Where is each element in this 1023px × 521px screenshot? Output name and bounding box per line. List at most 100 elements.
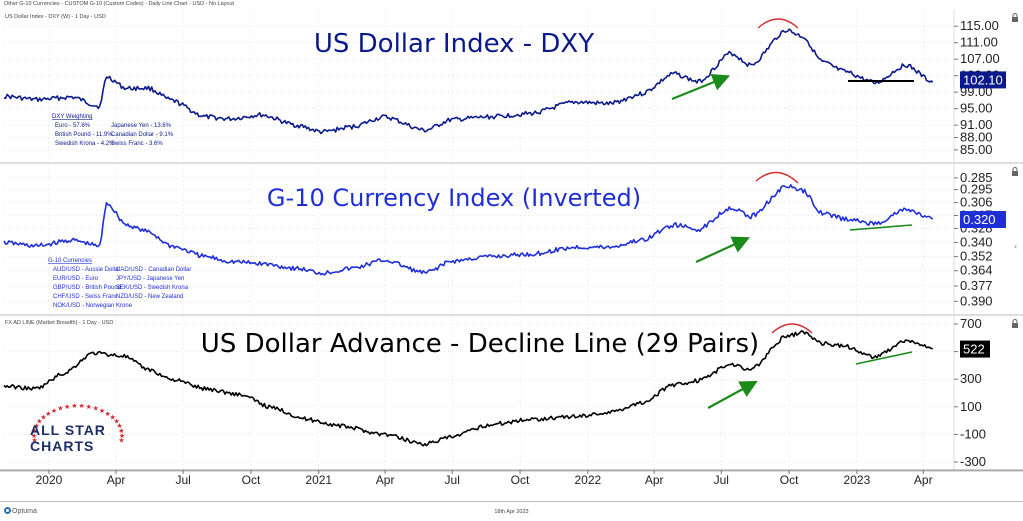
logo-star: ★ xyxy=(31,437,37,445)
weighting-entry: Swiss Franc - 3.6% xyxy=(111,141,163,147)
panel-title: G-10 Currency Index (Inverted) xyxy=(267,184,641,212)
footer-brand: Optuma xyxy=(12,508,37,515)
peak-arc xyxy=(757,18,799,29)
weighting-entry: Canadian Dollar - 9.1% xyxy=(111,132,174,138)
y-tick-label: 0.352 xyxy=(960,249,993,264)
logo-star: ★ xyxy=(71,404,77,410)
last-value-box xyxy=(960,211,1006,229)
series-line-0 xyxy=(3,28,934,135)
logo-star: ★ xyxy=(57,405,63,413)
logo-star: ★ xyxy=(118,427,124,435)
g10-entry: AUD/USD - Aussie Dollar xyxy=(53,267,120,273)
trend-arrow xyxy=(707,380,758,409)
y-tick-label: 100 xyxy=(960,399,982,414)
logo-star: ★ xyxy=(40,414,46,422)
last-value-box xyxy=(960,71,1006,89)
x-tick-label: 2023 xyxy=(844,473,871,487)
lock-icon xyxy=(1012,13,1018,22)
g10-entry: EUR/USD - Euro xyxy=(53,276,99,282)
chart-top-title: Other G-10 Currencies - CUSTOM G-10 (Cus… xyxy=(4,1,235,7)
x-tick-label: Apr xyxy=(645,473,664,487)
footer-date: 18th Apr 2023 xyxy=(494,509,529,515)
x-tick-label: 2021 xyxy=(305,473,332,487)
peak-arc xyxy=(755,171,799,184)
logo-text-line1: ALL STAR xyxy=(30,422,106,438)
lock-body xyxy=(1012,323,1018,328)
y-tick-label: 0.364 xyxy=(960,263,993,278)
y-tick-label: 95.00 xyxy=(960,101,993,116)
x-tick-label: 2020 xyxy=(36,473,63,487)
x-tick-label: 2022 xyxy=(574,473,601,487)
y-tick-label: 0.390 xyxy=(960,293,993,308)
x-tick-label: Jul xyxy=(714,473,729,487)
support-line-green xyxy=(855,351,913,365)
y-tick-label: 0.377 xyxy=(960,278,993,293)
support-line-green xyxy=(849,224,913,231)
y-tick-label: 300 xyxy=(960,371,982,386)
logo-star: ★ xyxy=(105,410,111,418)
logo-star: ★ xyxy=(113,418,119,426)
y-tick-label: 85.00 xyxy=(960,142,993,157)
x-tick-label: Apr xyxy=(376,473,395,487)
optuma-o-icon xyxy=(4,507,11,514)
panel-label: US Dollar Index - DXY (W) - 1 Day - USD xyxy=(5,14,106,20)
x-tick-label: Oct xyxy=(511,473,530,487)
x-tick-label: Jul xyxy=(445,473,460,487)
logo-star: ★ xyxy=(109,414,115,422)
lock-icon xyxy=(1012,167,1018,176)
y-tick-label: 0.295 xyxy=(960,182,993,197)
logo-star: ★ xyxy=(99,407,105,415)
logo-star: ★ xyxy=(64,404,70,411)
lock-shackle xyxy=(1012,319,1018,323)
g10-entry: GBP/USD - British Pound xyxy=(53,285,121,291)
last-value-box xyxy=(960,340,990,358)
footer-bar: Optuma 18th Apr 2023 xyxy=(0,501,1023,521)
trend-arrow xyxy=(671,73,731,101)
y-tick-label: -100 xyxy=(960,426,986,441)
optuma-logo: Optuma xyxy=(4,507,37,515)
lock-body xyxy=(1012,171,1018,176)
y-tick-label: 91.00 xyxy=(960,117,993,132)
y-tick-label: 0.285 xyxy=(960,170,993,185)
lock-shackle xyxy=(1012,13,1018,17)
series-line-2 xyxy=(3,330,933,447)
y-tick-label: 111.00 xyxy=(960,35,998,50)
logo-star: ★ xyxy=(45,410,51,418)
g10-entry: NOK/USD - Norwegian Krone xyxy=(53,303,133,309)
g10-heading: G-10 Currencies xyxy=(48,258,92,264)
x-tick-label: Jul xyxy=(175,473,190,487)
last-value-label: 102.10 xyxy=(963,72,1003,87)
y-tick-label: -300 xyxy=(960,454,986,469)
last-value-label: 0.320 xyxy=(963,212,996,227)
lock-icon xyxy=(1012,319,1018,328)
g10-entry: SEK/USD - Swedish Krona xyxy=(116,285,189,291)
weighting-heading: DXY Weighting xyxy=(52,114,92,120)
panel-title: US Dollar Index - DXY xyxy=(314,29,594,59)
logo-star: ★ xyxy=(78,404,84,410)
weighting-entry: Swedish Krona - 4.2% xyxy=(55,141,115,147)
y-tick-label: 0.340 xyxy=(960,235,993,250)
y-tick-label: 700 xyxy=(960,316,982,331)
panel-label: FX AD LINE (Market Breadth) - 1 Day - US… xyxy=(5,320,113,326)
all-star-charts-logo: ★ ★ ★ ★ ★ ★ ★ ★ ★ ★ ★ ★ ★ ★ ★ ★ ★ ★ ★ ★ ★ ★ ALL STAR CHARTS xyxy=(18,404,128,468)
g10-entry: JPY/USD - Japanese Yen xyxy=(116,276,184,282)
g10-entry: CAD/USD - Canadian Dollar xyxy=(116,267,191,273)
logo-star: ★ xyxy=(118,437,124,445)
logo-star: ★ xyxy=(51,407,57,415)
logo-star: ★ xyxy=(31,432,37,440)
x-tick-label: Apr xyxy=(107,473,126,487)
panel-collapse-chevron-icon: ‹ xyxy=(1014,242,1017,251)
series-line-1 xyxy=(3,184,934,276)
logo-star: ★ xyxy=(92,405,98,413)
peak-arc xyxy=(771,323,813,334)
last-value-label: 522 xyxy=(963,342,985,357)
g10-entry: NZD/USD - New Zealand xyxy=(116,294,183,300)
x-tick-label: Apr xyxy=(914,473,933,487)
logo-star: ★ xyxy=(119,432,125,440)
logo-star: ★ xyxy=(116,422,122,430)
weighting-entry: British Pound - 11.9% xyxy=(55,132,113,138)
trend-arrow xyxy=(695,236,750,263)
logo-star: ★ xyxy=(31,427,37,435)
logo-star: ★ xyxy=(33,422,39,430)
chart-canvas[interactable]: US Dollar Index - DXY US Dollar Index - D… xyxy=(0,0,1023,501)
